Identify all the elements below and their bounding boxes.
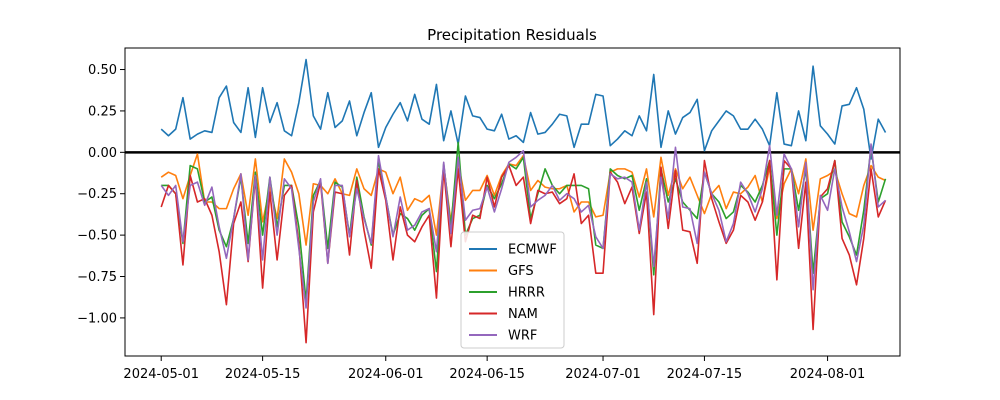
x-tick-label: 2024-07-01 [565,367,641,382]
y-tick-label: −1.00 [77,311,117,326]
plot-frame [124,47,901,357]
legend: ECMWF GFS HRRR NAM WRF [460,231,565,349]
x-axis: 2024-05-01 2024-05-15 2024-06-01 2024-06-15… [123,356,865,382]
legend-label: GFS [508,264,534,279]
legend-label: HRRR [508,286,545,301]
series-line-wrf [160,143,887,309]
y-tick-label: 0.25 [88,104,117,119]
legend-label: NAM [508,307,538,322]
x-tick-label: 2024-05-15 [225,367,301,382]
legend-label: ECMWF [508,243,557,258]
y-tick-label: 0.50 [88,63,117,78]
y-tick-label: −0.75 [77,270,117,285]
chart-title: Precipitation Residuals [427,26,597,44]
x-tick-label: 2024-06-01 [348,367,424,382]
x-tick-label: 2024-06-15 [449,367,525,382]
y-tick-label: 0.00 [88,146,117,161]
series-line-nam [160,159,887,344]
x-tick-label: 2024-05-01 [123,367,199,382]
y-axis: 0.50 0.25 0.00 −0.25 −0.50 −0.75 −1.00 [77,63,125,326]
legend-label: WRF [508,329,537,344]
x-tick-label: 2024-07-15 [667,367,743,382]
series-lines [160,58,887,344]
y-tick-label: −0.25 [77,187,117,202]
y-tick-label: −0.50 [77,229,117,244]
x-tick-label: 2024-08-01 [790,367,866,382]
series-line-ecmwf [160,58,887,160]
legend-box [460,231,565,349]
